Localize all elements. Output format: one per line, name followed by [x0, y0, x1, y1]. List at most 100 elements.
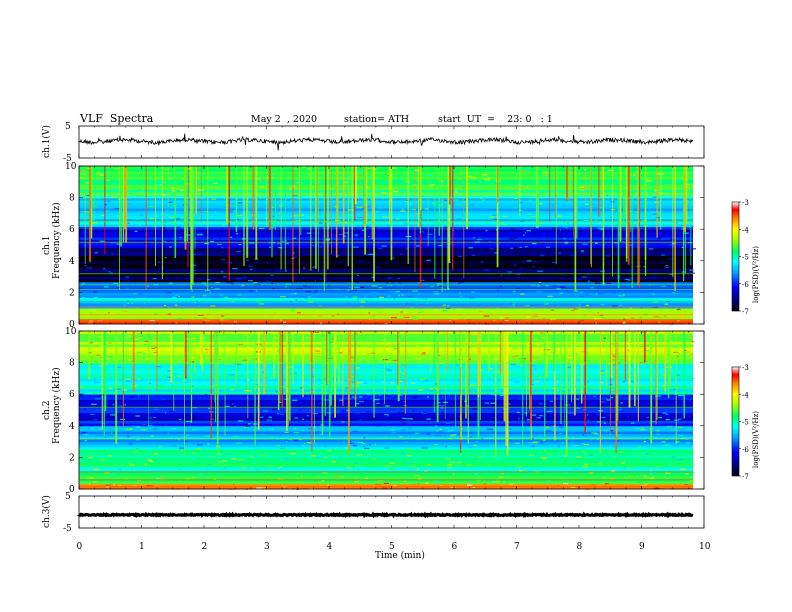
ch2-spectrogram-speckle — [112, 351, 114, 353]
ch1-spectrogram-streak — [246, 166, 249, 258]
ch2-spectrogram-speckle — [489, 356, 494, 358]
ch2-spectrogram-streak — [254, 331, 256, 446]
ch2-spectrogram-speckle — [283, 332, 287, 334]
ch1-spectrogram-speckle — [595, 282, 601, 284]
ch1-spectrogram-speckle — [653, 253, 658, 255]
ch1-spectrogram-speckle — [221, 175, 227, 177]
ch2-spectrogram-speckle — [217, 346, 222, 348]
ch2-spectrogram-streak — [224, 331, 226, 436]
ch2-spectrogram-speckle — [526, 344, 530, 346]
ch1-spectrogram-speckle — [157, 261, 162, 263]
ch2-spectrogram-band — [79, 420, 693, 424]
ch2-spectrogram-band — [79, 449, 693, 453]
ch1-spectrogram-speckle — [128, 193, 132, 195]
ch1-spectrogram-speckle — [477, 186, 482, 188]
ch2-spectrogram-speckle — [385, 361, 391, 363]
ch2-spectrogram-speckle — [469, 436, 472, 438]
ch2-spectrogram-speckle — [106, 486, 110, 488]
ch2-spectrogram-speckle — [643, 475, 648, 477]
ch2-spectrogram-speckle — [628, 475, 633, 477]
ch1-spectrogram-speckle — [421, 172, 426, 174]
ch1-spectrogram-speckle — [217, 243, 222, 245]
ch2-spectrogram-speckle — [414, 475, 420, 477]
ch2-spectrogram-speckle — [371, 447, 377, 449]
x-tick-label: 9 — [639, 542, 645, 552]
ch1-spectrogram-speckle — [485, 229, 488, 232]
ch1-spectrogram-speckle — [476, 322, 478, 325]
ch2-spectrogram-speckle — [367, 444, 369, 447]
ch2-spectrogram-speckle — [170, 397, 173, 399]
ch1-spectrogram-speckle — [525, 186, 529, 188]
ch1-spectrogram-band — [79, 316, 693, 320]
ch2-spectrogram-band — [79, 388, 693, 392]
ch1-spectrogram-speckle — [612, 292, 616, 294]
ch1-spectrogram-speckle — [307, 168, 311, 170]
ch2-spectrogram-streak — [330, 331, 332, 406]
ch1-spectrogram-speckle — [555, 289, 559, 291]
ch2-spectrogram-speckle — [482, 453, 487, 455]
ch2-spectrogram-speckle — [244, 372, 246, 374]
ch2-spectrogram-speckle — [150, 460, 154, 463]
ch1-spectrogram-speckle — [625, 240, 631, 242]
ch2-spectrogram-speckle — [461, 394, 467, 396]
ch2-spectrogram-speckle — [672, 346, 678, 348]
ch2-spectrogram-speckle — [368, 384, 371, 386]
ch1-spectrogram-speckle — [220, 253, 224, 255]
ch1-spectrogram-speckle — [107, 271, 111, 273]
ch2-spectrogram-speckle — [343, 483, 348, 485]
ch2-spectrogram-speckle — [453, 392, 455, 394]
ch1-spectrogram-speckle — [374, 264, 376, 266]
ch1-spectrogram-speckle — [671, 242, 676, 244]
ch2-spectrogram-speckle — [157, 465, 161, 467]
ch1-spectrogram-speckle — [318, 222, 323, 224]
ch2-spectrogram-streak — [545, 331, 548, 378]
ch1-spectrogram-speckle — [355, 281, 359, 283]
ch1-spectrogram-speckle — [148, 265, 151, 267]
ch1-spectrogram-speckle — [256, 244, 259, 246]
ch2-spectrogram-speckle — [494, 480, 500, 483]
ch2-spectrogram-speckle — [474, 473, 479, 475]
ch1-spectrogram-speckle — [579, 295, 583, 297]
ch2-spectrogram-speckle — [449, 435, 456, 437]
ch1-spectrogram-speckle — [360, 321, 365, 323]
ch1-spectrogram-speckle — [197, 234, 203, 236]
ch1-spectrogram-speckle — [437, 293, 439, 295]
ch2-spectrogram-streak — [503, 331, 506, 422]
ch1-spectrogram-speckle — [214, 263, 220, 265]
ch2-spectrogram-speckle — [538, 354, 542, 356]
ch1-spectrogram-speckle — [328, 242, 331, 244]
ch1-spectrogram-speckle — [554, 224, 556, 226]
ch1-spectrogram-speckle — [534, 236, 537, 238]
ch2-spectrogram-streak — [101, 331, 103, 430]
ch2-spectrogram-speckle — [416, 358, 421, 360]
ch2-spectrogram-speckle — [162, 399, 168, 401]
ch1-spectrogram-band — [79, 179, 693, 183]
ch2-spectrogram-streak — [477, 331, 480, 398]
ch2-spectrogram-speckle — [662, 414, 665, 416]
ch3-waveform-ytick-bottom: -5 — [63, 524, 72, 534]
ch1-spectrogram-streak — [585, 166, 586, 202]
ch2-spectrogram-speckle — [520, 348, 523, 351]
ch2-spectrogram-speckle — [665, 472, 671, 474]
ch2-spectrogram-speckle — [666, 341, 669, 343]
ch2-spectrogram-speckle — [383, 413, 389, 416]
ch1-spectrogram-speckle — [101, 239, 105, 241]
ch1-spectrogram-speckle — [380, 191, 383, 193]
ch2-spectrogram-speckle — [271, 378, 273, 380]
ch2-spectrogram-speckle — [540, 419, 544, 421]
ch2-spectrogram-speckle — [283, 451, 285, 453]
ch2-spectrogram-speckle — [403, 401, 407, 403]
ch2-spectrogram-speckle — [263, 418, 266, 421]
ch1-spectrogram-speckle — [489, 241, 491, 243]
ch1-spectrogram-speckle — [504, 320, 509, 322]
ch1-spectrogram-speckle — [378, 207, 383, 209]
ch2-spectrogram-speckle — [513, 348, 519, 350]
ch1-spectrogram-speckle — [381, 198, 384, 200]
ch2-spectrogram-speckle — [446, 458, 450, 460]
ch2-spectrogram-streak — [675, 331, 677, 445]
ch2-spectrogram-speckle — [490, 445, 494, 447]
ch2-spectrogram-speckle — [683, 349, 687, 352]
ch2-spectrogram-speckle — [428, 377, 432, 380]
ch2-spectrogram-speckle — [100, 459, 105, 461]
ch2-spectrogram-speckle — [384, 405, 390, 407]
